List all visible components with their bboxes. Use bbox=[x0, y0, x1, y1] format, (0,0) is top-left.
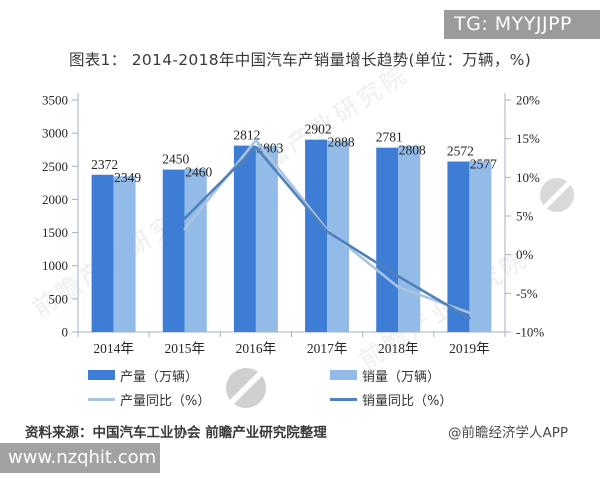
chart-svg: 0 500 1000 1500 2000 2500 3000 3500 -10% -5% 0% 5% 1… bbox=[42, 93, 544, 357]
x-axis-label: 2018年 bbox=[378, 341, 419, 356]
bar-value-sales: 2577 bbox=[470, 157, 497, 172]
left-axis-tick: 3500 bbox=[42, 93, 68, 108]
bar-production-2015年 bbox=[162, 169, 185, 332]
bar-value-sales: 2349 bbox=[114, 170, 141, 185]
bar-value-production: 2902 bbox=[305, 122, 332, 137]
bar-value-sales: 2808 bbox=[399, 143, 426, 158]
tg-watermark-banner: TG: MYYJJPP bbox=[444, 10, 600, 39]
left-axis-tick: 500 bbox=[49, 291, 69, 306]
bar-production-2018年 bbox=[376, 147, 399, 332]
left-axis-tick: 2500 bbox=[42, 159, 68, 174]
x-axis-label: 2017年 bbox=[307, 341, 348, 356]
legend-item-sales-yoy: 销量同比（%） bbox=[330, 392, 453, 409]
legend-swatch-production-line bbox=[88, 397, 115, 401]
legend-item-sales: 销量（万辆） bbox=[330, 368, 441, 385]
bar-sales-2018年 bbox=[398, 145, 421, 332]
legend-label: 销量（万辆） bbox=[362, 369, 441, 385]
bar-value-sales: 2460 bbox=[185, 165, 212, 180]
bar-value-production: 2781 bbox=[376, 130, 403, 145]
x-axis-label: 2015年 bbox=[165, 341, 206, 356]
left-axis-tick: 1500 bbox=[42, 225, 68, 240]
bar-value-production: 2812 bbox=[233, 128, 260, 143]
right-axis-tick: 15% bbox=[516, 131, 540, 146]
site-watermark-banner: www.nzqhit.com bbox=[0, 443, 160, 473]
x-axis-label: 2016年 bbox=[236, 341, 277, 356]
bar-sales-2016年 bbox=[255, 146, 278, 332]
right-axis-tick: 5% bbox=[516, 209, 534, 224]
right-axis-tick: 20% bbox=[516, 93, 540, 108]
bar-production-2019年 bbox=[447, 161, 470, 332]
legend-swatch-sales-bar bbox=[330, 370, 357, 380]
bar-sales-2014年 bbox=[113, 176, 136, 332]
legend-label: 产量（万辆） bbox=[120, 369, 199, 385]
bar-production-2017年 bbox=[305, 139, 328, 332]
bar-value-sales: 2888 bbox=[328, 135, 355, 150]
legend-swatch-production-bar bbox=[88, 370, 115, 380]
bar-production-2014年 bbox=[91, 174, 114, 332]
legend-label: 产量同比（%） bbox=[120, 393, 211, 409]
chart-title: 图表1： 2014-2018年中国汽车产销量增长趋势(单位：万辆，%) bbox=[68, 51, 532, 69]
sales-yoy-line bbox=[183, 145, 471, 320]
bar-sales-2019年 bbox=[469, 161, 492, 332]
left-axis-tick: 1000 bbox=[42, 258, 68, 273]
left-axis-tick: 2000 bbox=[42, 192, 68, 207]
data-source-text: 资料来源：中国汽车工业协会 前瞻产业研究院整理 bbox=[25, 425, 327, 441]
bar-value-production: 2450 bbox=[162, 152, 189, 167]
bar-value-production: 2572 bbox=[447, 144, 474, 159]
right-axis-tick: -10% bbox=[516, 325, 544, 340]
right-axis-tick: -5% bbox=[516, 286, 538, 301]
x-axis-label: 2019年 bbox=[449, 341, 490, 356]
bar-production-2016年 bbox=[233, 145, 256, 332]
legend-item-production: 产量（万辆） bbox=[88, 368, 199, 385]
bar-value-production: 2372 bbox=[91, 157, 118, 172]
legend-label: 销量同比（%） bbox=[362, 393, 453, 409]
bar-sales-2015年 bbox=[184, 168, 207, 332]
legend-swatch-sales-line bbox=[330, 397, 357, 401]
bar-sales-2017年 bbox=[327, 140, 350, 332]
publisher-credit: @前瞻经济学人APP bbox=[448, 425, 569, 441]
right-axis-tick: 0% bbox=[516, 247, 534, 262]
right-axis-tick: 10% bbox=[516, 170, 540, 185]
x-axis-label: 2014年 bbox=[93, 341, 134, 356]
legend-item-production-yoy: 产量同比（%） bbox=[88, 392, 211, 409]
bar-value-sales: 2803 bbox=[256, 141, 283, 156]
left-axis-tick: 3000 bbox=[42, 126, 68, 141]
left-axis-tick: 0 bbox=[62, 325, 69, 340]
